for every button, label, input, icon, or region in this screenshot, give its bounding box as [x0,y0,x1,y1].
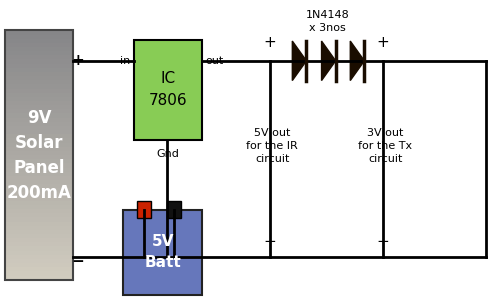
Text: −: − [376,234,390,249]
Bar [5,142,73,147]
Bar [5,171,73,176]
Bar [5,113,73,118]
Polygon shape [292,41,306,81]
Bar [5,122,73,126]
Bar [5,59,73,64]
Bar [5,254,73,259]
Bar [5,88,73,93]
Bar [5,147,73,151]
Text: 9V
Solar
Panel
200mA: 9V Solar Panel 200mA [7,109,72,202]
Bar [5,271,73,275]
Text: +: + [263,35,276,50]
Text: Gnd: Gnd [156,149,179,159]
Text: −: − [263,234,276,249]
Bar [5,192,73,197]
Bar [5,259,73,263]
Bar [137,201,151,218]
Text: in: in [120,56,130,66]
Bar [5,109,73,113]
Bar [5,217,73,222]
Bar [5,34,73,39]
Bar [5,92,73,97]
Bar [5,221,73,226]
Bar [5,242,73,247]
Bar [5,67,73,72]
Bar [5,97,73,101]
Bar [5,130,73,134]
Bar [5,155,73,159]
Bar [5,275,73,280]
Bar [5,150,73,155]
Bar [5,267,73,271]
Text: +: + [72,53,85,68]
Bar [5,101,73,105]
Bar [5,55,73,60]
Bar [5,38,73,43]
Bar [5,117,73,122]
Bar [5,230,73,234]
Bar [5,84,73,88]
Text: out: out [206,56,224,66]
Bar [123,210,202,295]
Bar [5,63,73,68]
Bar [5,30,73,35]
Bar [5,175,73,180]
Bar [5,43,73,47]
Bar [5,76,73,80]
Bar [5,234,73,238]
Polygon shape [322,41,336,81]
Bar [5,250,73,255]
Text: 1N4148
x 3nos: 1N4148 x 3nos [306,10,349,33]
Text: 5V
Batt: 5V Batt [144,234,181,270]
Bar [5,138,73,143]
Polygon shape [350,41,364,81]
Text: 5V out
for the IR
circuit: 5V out for the IR circuit [246,128,298,164]
Bar [5,180,73,184]
Bar [5,225,73,230]
Bar [5,51,73,55]
Bar [5,134,73,138]
Bar [167,201,181,218]
Bar [5,184,73,188]
Bar [134,40,202,140]
Bar [5,263,73,267]
Bar [5,47,73,51]
Bar [5,196,73,201]
Bar [5,72,73,76]
Bar [5,209,73,213]
Text: +: + [376,35,390,50]
Bar [5,167,73,172]
Bar [5,126,73,130]
Bar [5,200,73,205]
Text: IC
7806: IC 7806 [148,71,187,108]
Bar [5,80,73,85]
Bar [5,163,73,168]
Bar [5,213,73,217]
Bar [5,30,73,280]
Bar [5,188,73,192]
Bar [5,205,73,209]
Bar [5,246,73,250]
Text: 3V out
for the Tx
circuit: 3V out for the Tx circuit [358,128,413,164]
Bar [5,105,73,109]
Text: −: − [72,254,85,269]
Bar [5,159,73,163]
Bar [5,238,73,242]
